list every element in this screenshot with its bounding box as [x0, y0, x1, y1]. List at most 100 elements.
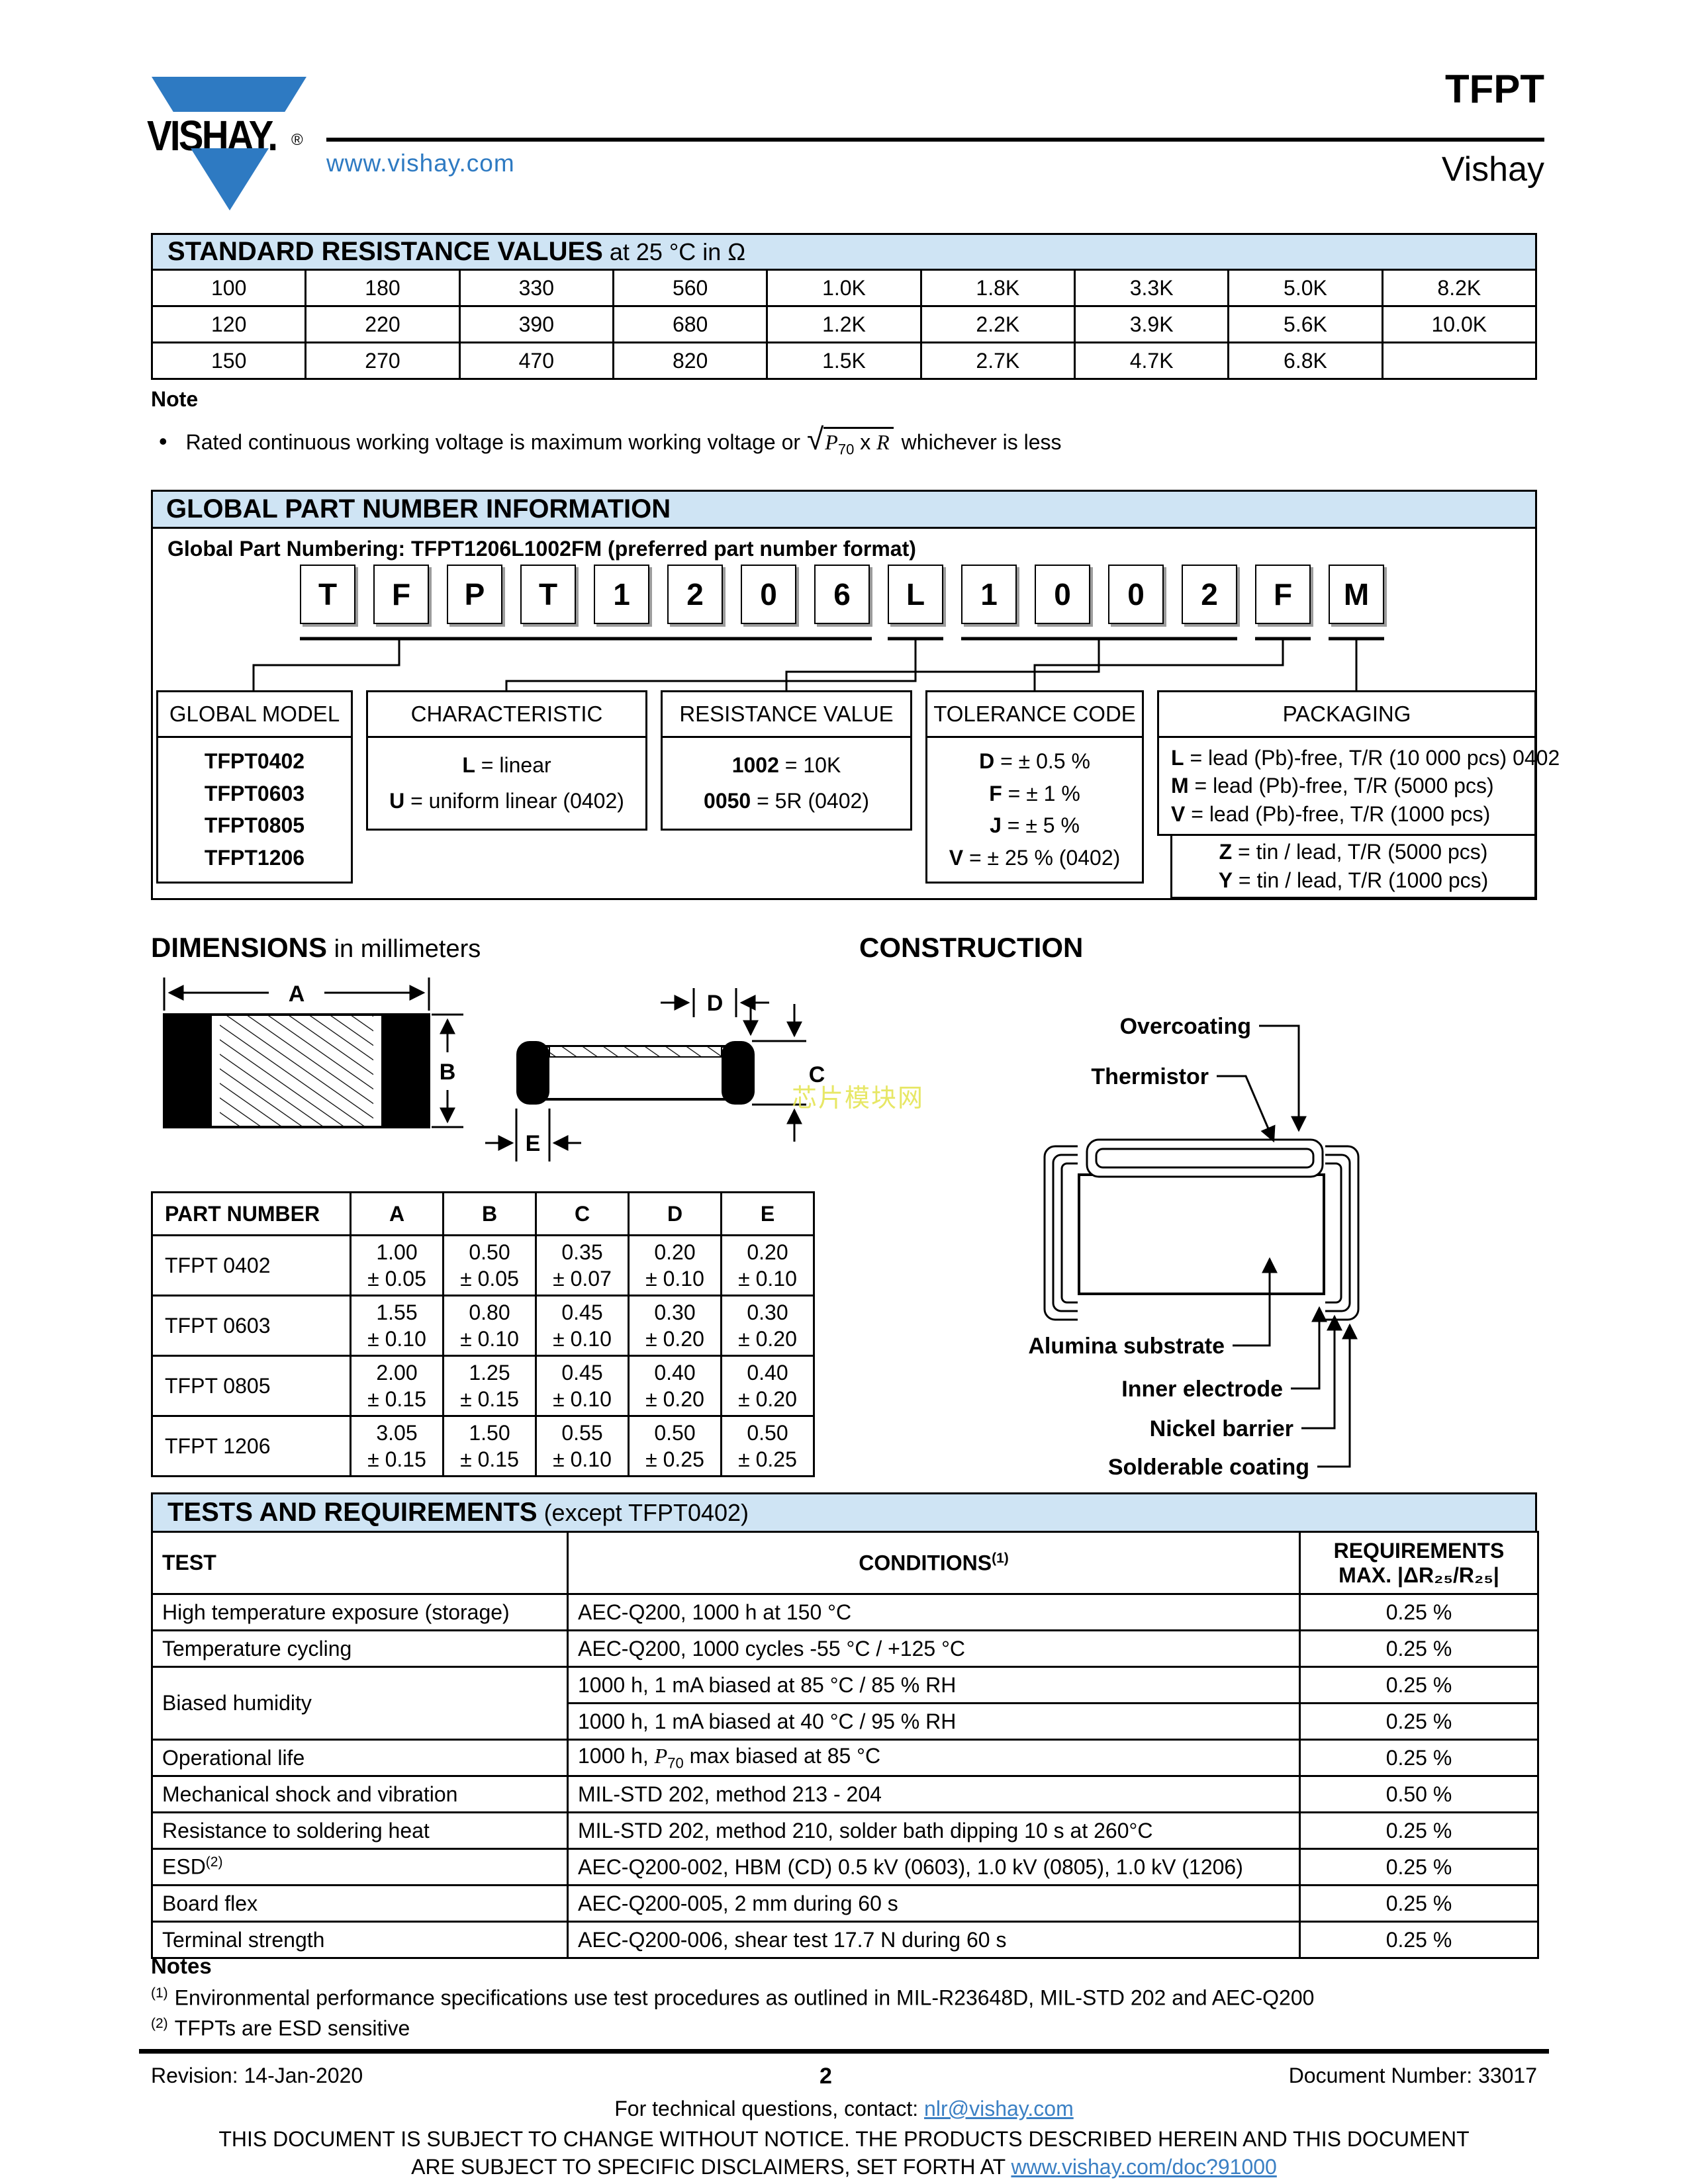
note-formula: P70 x R [823, 427, 894, 458]
digit-box: M [1329, 565, 1384, 624]
note-bullet-line: • Rated continuous working voltage is ma… [159, 421, 1062, 458]
tests-table: TEST CONDITIONS(1) REQUIREMENTS MAX. |ΔR… [151, 1531, 1539, 1959]
cond-cell: AEC-Q200, 1000 cycles -55 °C / +125 °C [567, 1629, 1301, 1668]
resistance-cell: 6.8K [1227, 341, 1383, 380]
col-header: A [350, 1191, 444, 1236]
digit-box: F [1255, 565, 1311, 624]
dim-cell: 0.45 ± 0.10 [535, 1295, 630, 1357]
resistance-cell: 390 [458, 305, 614, 343]
resistance-cell: 120 [150, 305, 307, 343]
tests-title-suffix: (except TFPT0402) [543, 1498, 749, 1526]
dim-cell: 0.35 ± 0.07 [535, 1234, 630, 1297]
test-cell: ESD(2) [151, 1848, 569, 1886]
characteristic-header: CHARACTERISTIC [368, 692, 645, 738]
list-item: TFPT1206 [204, 845, 305, 870]
cond-cell: AEC-Q200-005, 2 mm during 60 s [567, 1884, 1301, 1923]
note-heading: Note [151, 387, 199, 411]
gpn-bar: GLOBAL PART NUMBER INFORMATION [153, 492, 1535, 529]
vishay-logo-trapezoid [152, 77, 306, 112]
test-cell: Terminal strength [151, 1921, 569, 1959]
digit-box: 2 [667, 565, 723, 624]
label-overcoating: Overcoating [1120, 1014, 1251, 1039]
table-row: 1000 h, 1 mA biased at 40 °C / 95 % RH 0… [152, 1702, 1539, 1741]
footer-contact-line: For technical questions, contact: nlr@vi… [614, 2097, 1074, 2120]
gpn-connector-lines [252, 637, 1384, 690]
list-item: L = linear [462, 753, 551, 777]
characteristic-box: CHARACTERISTIC L = linear U = uniform li… [366, 690, 647, 831]
watermark-text: 芯片模块网 [792, 1085, 925, 1113]
table-row: Mechanical shock and vibration MIL-STD 2… [151, 1775, 1539, 1813]
bullet-icon: • [159, 428, 167, 455]
global-part-number-section: GLOBAL PART NUMBER INFORMATION Global Pa… [151, 490, 1560, 900]
note-text-post: whichever is less [901, 430, 1062, 454]
formula-mid: x [854, 430, 877, 454]
cond-cell: AEC-Q200-006, shear test 17.7 N during 6… [567, 1921, 1301, 1959]
resistance-cell: 560 [612, 269, 769, 307]
cond-cell: AEC-Q200, 1000 h at 150 °C [567, 1593, 1301, 1631]
req-cell: 0.25 % [1299, 1702, 1539, 1741]
col-header: B [442, 1191, 537, 1236]
dimensions-heading: DIMENSIONS in millimeters [151, 932, 481, 964]
esd-footnote-marker: (2) [205, 1854, 223, 1870]
part-cell: TFPT 0805 [151, 1355, 352, 1417]
notes-heading: Notes [151, 1954, 212, 1978]
contact-email-link[interactable]: nlr@vishay.com [924, 2097, 1074, 2120]
disclaimer-link[interactable]: www.vishay.com/doc?91000 [1011, 2155, 1277, 2179]
req-cell: 0.25 % [1299, 1666, 1539, 1704]
cond-cell: MIL-STD 202, method 213 - 204 [567, 1775, 1301, 1813]
digit-box: 0 [1035, 565, 1090, 624]
vishay-logo-triangle [191, 148, 269, 210]
resistance-value-header: RESISTANCE VALUE [663, 692, 910, 738]
cond-cell: 1000 h, 1 mA biased at 40 °C / 95 % RH [567, 1702, 1301, 1741]
global-model-items: TFPT0402 TFPT0603 TFPT0805 TFPT1206 [158, 738, 351, 882]
dim-cell: 1.50 ± 0.15 [442, 1415, 537, 1477]
cond-cell: 1000 h, P70 max biased at 85 °C [567, 1739, 1301, 1777]
col-header-conditions: CONDITIONS(1) [567, 1531, 1301, 1595]
col-header-requirements: REQUIREMENTS MAX. |ΔR₂₅/R₂₅| [1299, 1531, 1539, 1595]
requirements-line1: REQUIREMENTS [1333, 1538, 1505, 1563]
dimensions-table-wrap: PART NUMBER A B C D E TFPT 0402 1.00 ± 0… [151, 1191, 815, 1477]
dim-cell: 0.40 ± 0.20 [720, 1355, 815, 1417]
resistance-cell: 5.0K [1227, 269, 1383, 307]
dim-cell: 0.80 ± 0.10 [442, 1295, 537, 1357]
dim-cell: 1.25 ± 0.15 [442, 1355, 537, 1417]
dim-cell: 1.00 ± 0.05 [350, 1234, 444, 1297]
resistance-value-items: 1002 = 10K 0050 = 5R (0402) [663, 738, 910, 829]
requirements-line2: MAX. |ΔR₂₅/R₂₅| [1338, 1563, 1499, 1587]
resistance-cell: 1.0K [766, 269, 922, 307]
req-cell: 0.25 % [1299, 1884, 1539, 1923]
list-item: L = lead (Pb)-free, T/R (10 000 pcs) 040… [1171, 745, 1560, 770]
dim-cell: 2.00 ± 0.15 [350, 1355, 444, 1417]
dim-cell: 0.50 ± 0.25 [628, 1415, 722, 1477]
digit-box: P [447, 565, 502, 624]
dim-label-c: C [809, 1062, 825, 1087]
dim-cell: 0.20 ± 0.10 [720, 1234, 815, 1297]
list-item: TFPT0805 [204, 813, 305, 838]
global-model-box: GLOBAL MODEL TFPT0402 TFPT0603 TFPT0805 … [156, 690, 353, 884]
req-cell: 0.25 % [1299, 1593, 1539, 1631]
product-family-title: TFPT [1445, 67, 1544, 111]
table-row: Terminal strength AEC-Q200-006, shear te… [151, 1921, 1539, 1959]
standard-resistance-bar: STANDARD RESISTANCE VALUES at 25 °C in Ω [151, 233, 1537, 269]
digit-box: F [373, 565, 429, 624]
footer-disclaimer-line2: ARE SUBJECT TO SPECIFIC DISCLAIMERS, SET… [411, 2155, 1277, 2179]
table-row: TFPT 1206 3.05 ± 0.15 1.50 ± 0.15 0.55 ±… [151, 1415, 815, 1477]
list-item: TFPT0603 [204, 781, 305, 805]
company-name: Vishay [1441, 150, 1544, 189]
digit-box: L [888, 565, 943, 624]
list-item: TFPT0402 [204, 749, 305, 774]
dim-cell: 0.45 ± 0.10 [535, 1355, 630, 1417]
list-item: 1002 = 10K [731, 753, 841, 777]
resistance-cell: 100 [150, 269, 307, 307]
part-number-digit-boxes: T F P T 1 2 0 6 L 1 0 0 2 F M [300, 565, 1384, 624]
header-website-link[interactable]: www.vishay.com [326, 150, 515, 177]
table-row: PART NUMBER A B C D E [151, 1191, 815, 1236]
resistance-cell: 1.5K [766, 341, 922, 380]
resistance-cell: 4.7K [1073, 341, 1230, 380]
footnote-2-marker: (2) [151, 2016, 168, 2031]
resistance-cell: 3.9K [1073, 305, 1230, 343]
resistance-cell: 270 [305, 341, 461, 380]
standard-resistance-section: STANDARD RESISTANCE VALUES at 25 °C in Ω… [150, 233, 1538, 380]
characteristic-items: L = linear U = uniform linear (0402) [368, 738, 645, 829]
